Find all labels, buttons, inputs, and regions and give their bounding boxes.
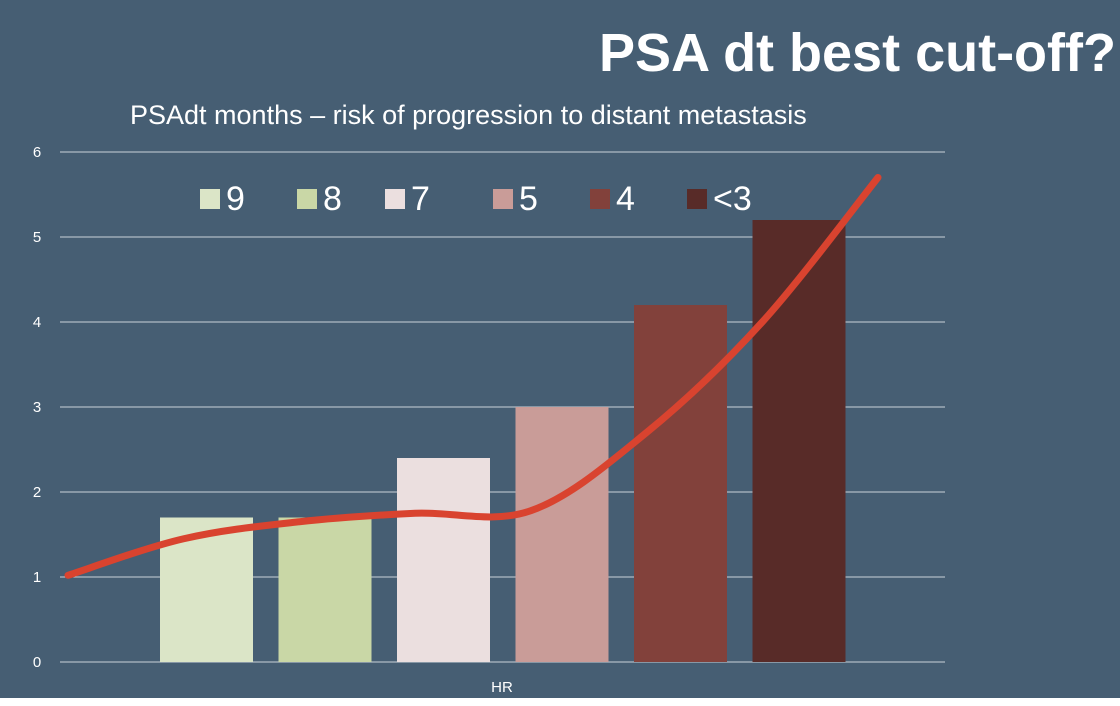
- legend-label-2: 8: [323, 180, 342, 218]
- y-tick-label: 5: [33, 229, 41, 246]
- bars: [160, 220, 846, 662]
- bottom-strip: [0, 698, 1120, 706]
- legend-label-4: 5: [519, 180, 538, 218]
- bar-4: [515, 407, 609, 662]
- y-tick-label: 3: [33, 399, 41, 416]
- legend: 9 8 7 5 4 <3: [200, 180, 752, 218]
- bar-5: [634, 305, 727, 662]
- trend-line: [64, 174, 882, 579]
- y-tick-label: 0: [33, 654, 41, 671]
- chart-title: PSAdt months – risk of progression to di…: [130, 100, 807, 130]
- legend-swatch-4: [493, 189, 513, 209]
- bar-2: [278, 517, 372, 662]
- bar-6: [752, 220, 846, 662]
- legend-label-6: <3: [713, 180, 752, 218]
- legend-swatch-1: [200, 189, 220, 209]
- legend-label-3: 7: [411, 180, 430, 218]
- y-tick-label: 6: [33, 144, 41, 161]
- legend-swatch-5: [590, 189, 610, 209]
- legend-label-1: 9: [226, 180, 245, 218]
- legend-swatch-3: [385, 189, 405, 209]
- y-tick-label: 1: [33, 569, 41, 586]
- trend-line-group: [64, 174, 882, 579]
- legend-swatch-2: [297, 189, 317, 209]
- legend-swatch-6: [687, 189, 707, 209]
- y-tick-label: 2: [33, 484, 41, 501]
- y-tick-labels: 0 1 2 3 4 5 6: [33, 144, 41, 671]
- legend-label-5: 4: [616, 180, 635, 218]
- y-tick-label: 4: [33, 314, 41, 331]
- bar-3: [397, 458, 490, 662]
- x-axis-label: HR: [491, 679, 513, 696]
- slide-title: PSA dt best cut-off?: [599, 23, 1116, 83]
